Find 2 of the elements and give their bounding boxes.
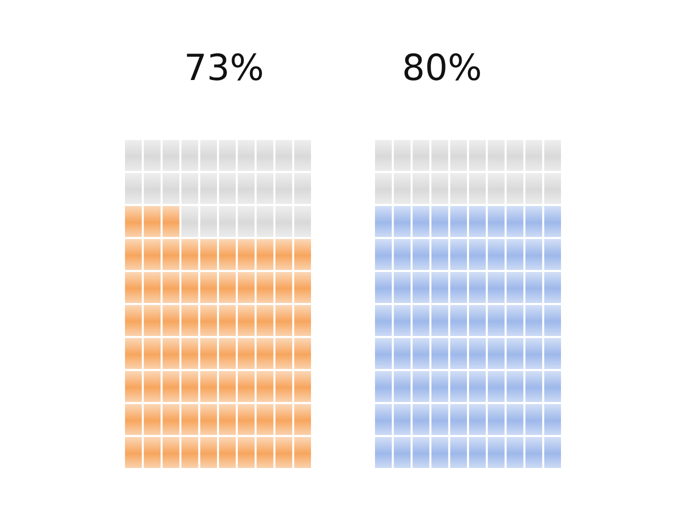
data-label: 80% <box>402 48 482 89</box>
data-label: 73% <box>184 48 264 89</box>
